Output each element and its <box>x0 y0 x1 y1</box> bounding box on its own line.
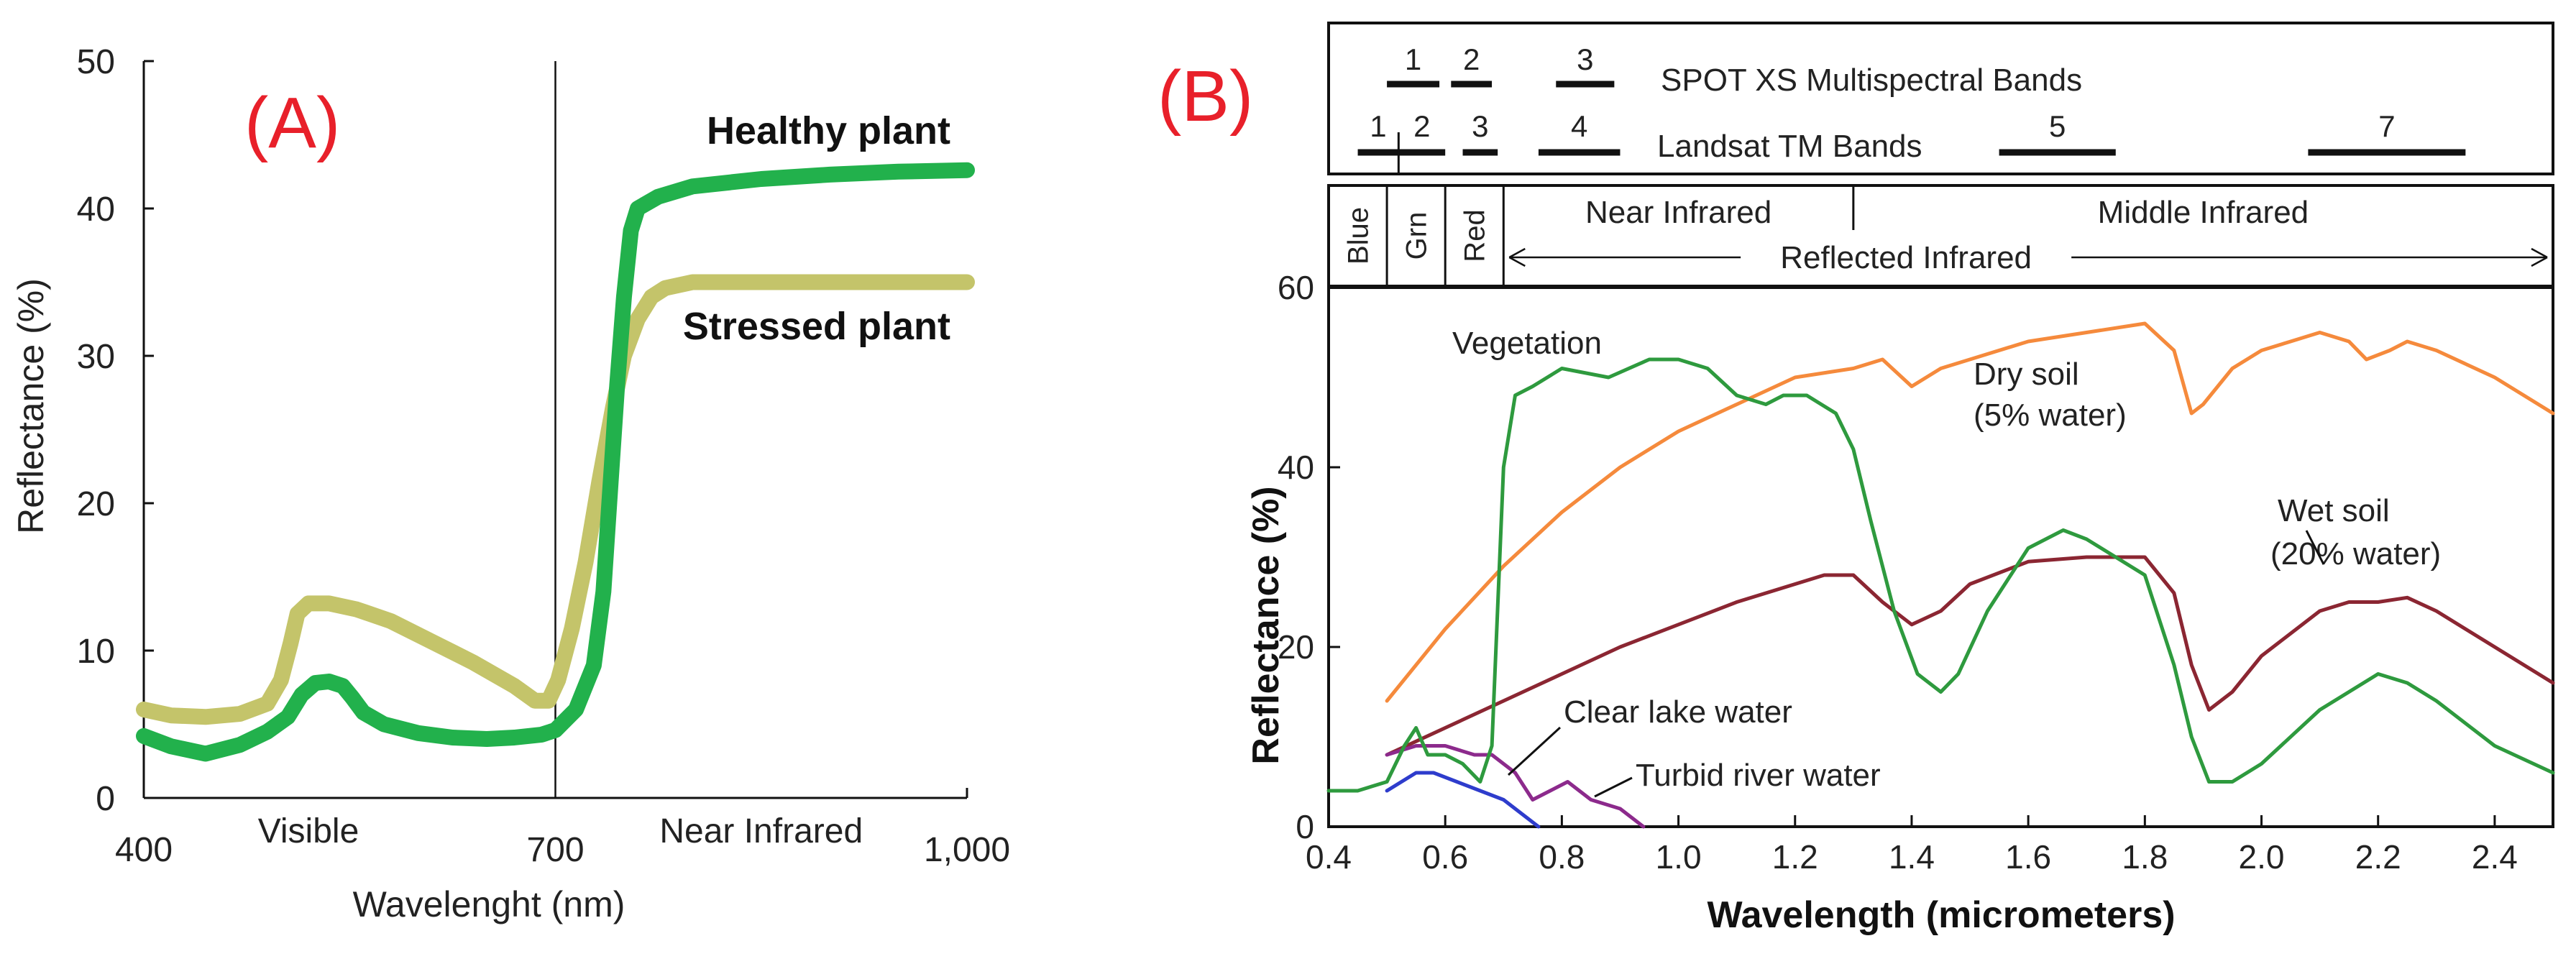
panel-b-x-tick-label: 1.8 <box>2122 838 2168 876</box>
panel-a-region-label: Near Infrared <box>659 812 863 850</box>
panel-a-y-tick-label: 10 <box>77 633 115 671</box>
panel-b-x-tick-label: 1.6 <box>2005 838 2051 876</box>
stressed-plant-label: Stressed plant <box>683 305 950 348</box>
clear-lake-water-pointer <box>1507 726 1562 776</box>
landsat-band-4-label: 4 <box>1571 109 1587 143</box>
panel-b-axes <box>1327 286 2554 828</box>
panel-a-y-tick-label: 50 <box>77 43 115 81</box>
panel-b-x-tick-label: 2.2 <box>2355 838 2401 876</box>
turbid-river-water-label: Turbid river water <box>1636 758 1881 793</box>
wet-soil-pointer <box>2305 530 2325 565</box>
stressed-plant-curve <box>136 274 975 725</box>
band-markers: 1 2 31 2 3 4 5 7 <box>1357 42 2466 173</box>
panel-a-y-tick-label: 20 <box>77 485 115 523</box>
healthy-plant-label: Healthy plant <box>707 109 950 152</box>
spot-band-3-label: 3 <box>1577 42 1593 76</box>
landsat-band-5-label: 5 <box>2049 109 2066 143</box>
panel-b-y-tick-label: 60 <box>1278 269 1314 306</box>
spectral-region-green: Grn <box>1401 212 1433 260</box>
vegetation-curve <box>1326 357 2555 793</box>
panel-b-x-tick-label: 1.2 <box>1772 838 1818 876</box>
arrowhead-right <box>2531 247 2548 267</box>
landsat-band-1-label: 1 <box>1370 109 1386 143</box>
panel-a-x-tick-label: 1,000 <box>924 831 1010 869</box>
landsat-bands-title: Landsat TM Bands <box>1657 129 1922 164</box>
panel-a-y-tick-label: 30 <box>77 338 115 376</box>
arrowhead-left <box>1508 247 1526 267</box>
dry-soil-label: Dry soil <box>1974 357 2079 392</box>
panel-a-region-label: Visible <box>258 812 359 850</box>
wet-soil-curve <box>1385 555 2555 757</box>
spot-band-2-label: 2 <box>1463 42 1480 76</box>
wet-soil-label: Wet soil <box>2278 493 2390 528</box>
clear-lake-water-label: Clear lake water <box>1564 694 1792 730</box>
vegetation-label: Vegetation <box>1452 326 1602 361</box>
panel-b-x-axis-label: Wavelength (micrometers) <box>1707 894 2175 936</box>
panel-b-y-tick-label: 20 <box>1278 628 1314 666</box>
panel-b-x-tick-label: 0.6 <box>1422 838 1468 876</box>
healthy-plant-curve <box>136 162 975 762</box>
turbid-river-water-pointer <box>1594 776 1633 798</box>
dry-soil-sublabel: (5% water) <box>1974 398 2127 433</box>
landsat-band-2-label: 2 <box>1413 109 1430 143</box>
panel-b-x-tick-label: 2.0 <box>2239 838 2285 876</box>
panel-a-region-labels: Visible Near Infrared <box>258 812 863 850</box>
panel-b-y-tick-label: 0 <box>1296 808 1314 845</box>
panel-b-y-axis-label: Reflectance (%) <box>1245 486 1287 764</box>
spectral-region-red: Red <box>1459 209 1491 262</box>
panel-b-plot-frame <box>1327 286 2554 828</box>
panel-a-label: (A) <box>244 83 340 163</box>
panel-b-y-tick-label: 40 <box>1278 449 1314 486</box>
spectral-region-middle-infrared: Middle Infrared <box>2098 195 2309 230</box>
spectral-region-near-infrared: Near Infrared <box>1585 195 1771 230</box>
band-header-box <box>1327 22 2554 175</box>
panel-b-tick-labels: 0 20 40 60 0.4 0.6 0.8 1.0 1.2 1.4 1.6 1.8 2.0 2.2 2.4 <box>1278 269 2518 876</box>
panel-a: (A) Reflectance (%) Wavelenght (nm) 0 10 2… <box>11 43 1010 924</box>
spectral-regions: Blue Grn Red Near Infrared Middle Infrared Re… <box>1343 185 2548 286</box>
panel-b: (B) SPOT XS Multispectral Bands Landsat … <box>1158 22 2555 936</box>
spot-band-1-label: 1 <box>1405 42 1421 76</box>
panel-a-y-tick-label: 40 <box>77 190 115 229</box>
panel-b-x-tick-label: 1.4 <box>1889 838 1935 876</box>
turbid-river-water-curve <box>1385 744 1646 829</box>
spectral-region-blue: Blue <box>1343 207 1375 265</box>
panel-a-y-tick-label: 0 <box>96 780 115 818</box>
panel-b-x-tick-label: 0.8 <box>1539 838 1585 876</box>
panel-b-x-tick-label: 1.0 <box>1656 838 1702 876</box>
panel-a-x-axis-label: Wavelenght (nm) <box>353 884 625 924</box>
panel-b-series <box>1326 321 2555 829</box>
panel-b-label: (B) <box>1158 56 1253 137</box>
landsat-band-3-label: 3 <box>1472 109 1488 143</box>
clear-lake-water-curve <box>1385 771 1541 829</box>
panel-a-series <box>136 162 975 762</box>
spectral-region-reflected-infrared: Reflected Infrared <box>1780 240 2032 275</box>
panel-b-x-tick-label: 2.4 <box>2472 838 2518 876</box>
panel-a-axes <box>142 60 968 799</box>
wet-soil-sublabel: (20% water) <box>2270 536 2441 571</box>
panel-a-tick-labels: 0 10 20 30 40 50 400 700 1,000 <box>77 43 1010 869</box>
panel-a-x-tick-label: 700 <box>526 831 584 869</box>
panel-a-x-tick-label: 400 <box>115 831 173 869</box>
panel-b-x-tick-label: 0.4 <box>1306 838 1352 876</box>
landsat-band-7-label: 7 <box>2378 109 2395 143</box>
dry-soil-curve <box>1385 321 2555 703</box>
panel-a-y-axis-label: Reflectance (%) <box>11 278 51 534</box>
spot-bands-title: SPOT XS Multispectral Bands <box>1661 63 2082 98</box>
